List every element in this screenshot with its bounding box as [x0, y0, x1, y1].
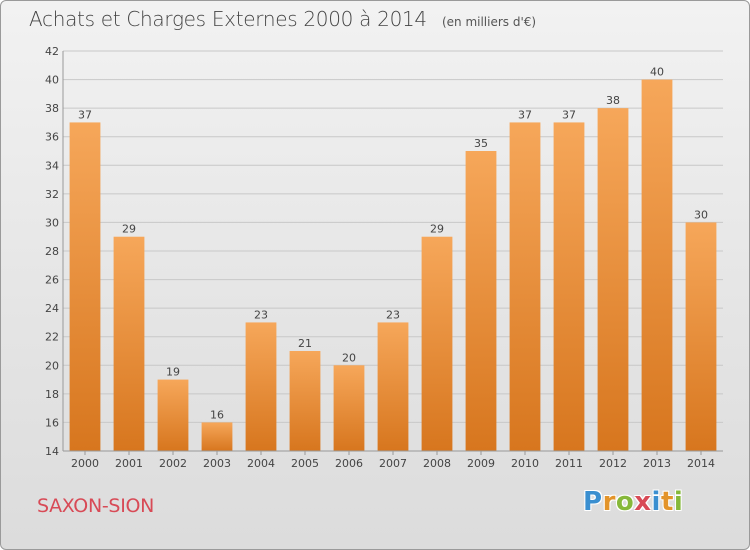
bar-2008	[421, 236, 453, 451]
x-tick-label: 2004	[247, 457, 275, 470]
y-tick-label: 40	[45, 74, 59, 87]
bar-2009	[465, 151, 497, 451]
y-tick-label: 14	[45, 445, 59, 458]
x-tick-label: 2013	[643, 457, 671, 470]
bar-value-label: 29	[122, 223, 136, 236]
bar-value-label: 35	[474, 137, 488, 150]
bar-value-label: 23	[254, 308, 268, 321]
logo-letter: o	[615, 487, 635, 517]
logo-letter: r	[602, 487, 616, 517]
y-tick-label: 30	[45, 216, 59, 229]
x-tick-label: 2003	[203, 457, 231, 470]
bar-value-label: 23	[386, 308, 400, 321]
y-tick-label: 34	[45, 159, 59, 172]
proxiti-logo[interactable]: Proxiti	[583, 487, 683, 517]
x-tick-label: 2012	[599, 457, 627, 470]
bar-2004	[245, 322, 277, 451]
y-tick-label: 22	[45, 331, 59, 344]
bar-value-label: 20	[342, 351, 356, 364]
chart-unit-note: (en milliers d'€)	[441, 15, 537, 29]
bar-value-label: 37	[78, 108, 92, 121]
y-tick-label: 20	[45, 359, 59, 372]
bar-2005	[289, 351, 321, 451]
y-tick-label: 26	[45, 274, 59, 287]
bar-2013	[641, 79, 673, 452]
x-tick-label: 2009	[467, 457, 495, 470]
bar-value-label: 16	[210, 408, 224, 421]
bar-2000	[69, 122, 101, 451]
x-tick-label: 2007	[379, 457, 407, 470]
y-tick-label: 28	[45, 245, 59, 258]
x-tick-label: 2010	[511, 457, 539, 470]
logo-letter: i	[673, 487, 684, 517]
x-tick-label: 2001	[115, 457, 143, 470]
bar-value-label: 21	[298, 337, 312, 350]
y-tick-label: 36	[45, 131, 59, 144]
commune-name: SAXON-SION	[37, 495, 155, 517]
bar-2012	[597, 108, 629, 452]
bar-value-label: 38	[606, 94, 620, 107]
y-tick-label: 32	[45, 188, 59, 201]
x-tick-label: 2008	[423, 457, 451, 470]
x-tick-label: 2014	[687, 457, 715, 470]
y-tick-label: 38	[45, 102, 59, 115]
x-tick-label: 2005	[291, 457, 319, 470]
logo-letter: x	[634, 487, 652, 517]
y-tick-label: 16	[45, 416, 59, 429]
bar-value-label: 30	[694, 208, 708, 221]
bar-value-label: 37	[518, 108, 532, 121]
x-tick-label: 2006	[335, 457, 363, 470]
bar-2007	[377, 322, 409, 451]
logo-letter: t	[660, 487, 674, 517]
bar-2002	[157, 379, 189, 451]
y-tick-label: 42	[45, 45, 59, 58]
bar-2001	[113, 236, 145, 451]
bar-value-label: 29	[430, 223, 444, 236]
bar-2006	[333, 365, 365, 451]
bar-2014	[685, 222, 717, 451]
x-tick-label: 2000	[71, 457, 99, 470]
chart-title-text: Achats et Charges Externes 2000 à 2014	[29, 7, 427, 31]
logo-letter: i	[651, 487, 661, 517]
x-tick-label: 2011	[555, 457, 583, 470]
chart-title: Achats et Charges Externes 2000 à 2014 (…	[29, 7, 536, 31]
y-tick-label: 18	[45, 388, 59, 401]
bar-value-label: 19	[166, 366, 180, 379]
bar-2010	[509, 122, 541, 451]
y-tick-label: 24	[45, 302, 59, 315]
bar-value-label: 40	[650, 66, 664, 79]
bar-2003	[201, 422, 233, 451]
bar-value-label: 37	[562, 108, 576, 121]
x-tick-label: 2002	[159, 457, 187, 470]
logo-letter: P	[583, 487, 603, 517]
bar-2011	[553, 122, 585, 451]
